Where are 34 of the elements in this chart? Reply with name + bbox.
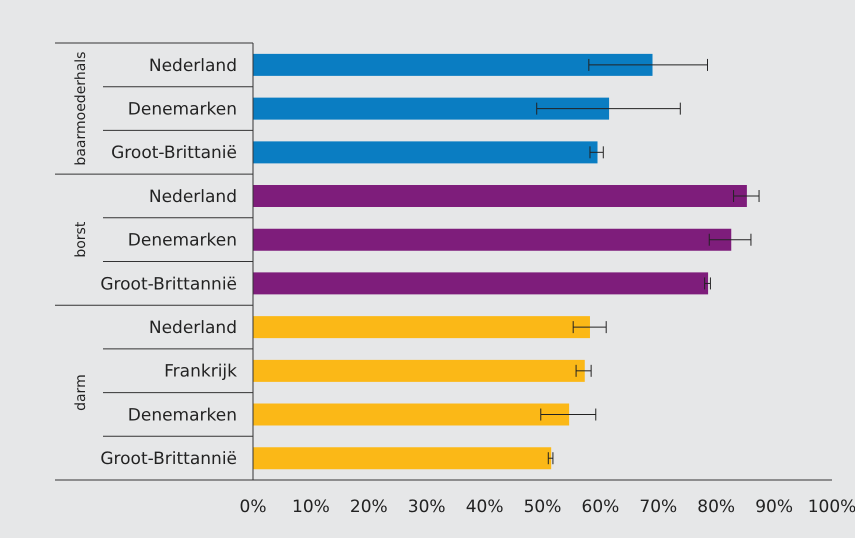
bar (253, 228, 732, 251)
x-tick-label: 30% (408, 497, 446, 518)
bar (253, 316, 590, 338)
y-tick-label: Groot-Brittanië (111, 143, 237, 164)
x-tick-label: 60% (582, 497, 620, 518)
y-tick-label: Denemarken (128, 230, 237, 251)
bar (253, 447, 552, 470)
y-tick-label: Frankrijk (164, 362, 238, 382)
y-tick-label: Nederland (148, 186, 237, 207)
y-tick-label: Nederland (148, 56, 237, 76)
text: darm (72, 374, 89, 411)
bar (253, 54, 653, 76)
y-tick-label: Groot-Brittannië (100, 274, 237, 294)
bar (253, 272, 708, 294)
text: baarmoederhals (72, 52, 89, 166)
x-tick-label: 20% (350, 497, 388, 518)
x-tick-label: 10% (292, 497, 330, 518)
x-tick-label: 70% (639, 497, 678, 518)
bar (253, 141, 598, 164)
y-tick-label: Nederland (148, 318, 237, 338)
text: borst (72, 221, 89, 258)
y-tick-label: Denemarken (128, 100, 237, 120)
bar (253, 404, 570, 426)
x-tick-label: 80% (697, 497, 736, 518)
bar (253, 360, 585, 382)
x-tick-label: 90% (755, 497, 793, 518)
bar (253, 98, 610, 120)
y-tick-label: Denemarken (128, 405, 237, 426)
x-tick-label: 100% (808, 497, 855, 518)
x-tick-label: 50% (524, 497, 562, 518)
x-tick-label: 0% (240, 497, 266, 518)
x-tick-label: 40% (466, 497, 504, 518)
y-tick-label: Groot-Brittannië (100, 449, 237, 470)
bar (253, 185, 747, 208)
